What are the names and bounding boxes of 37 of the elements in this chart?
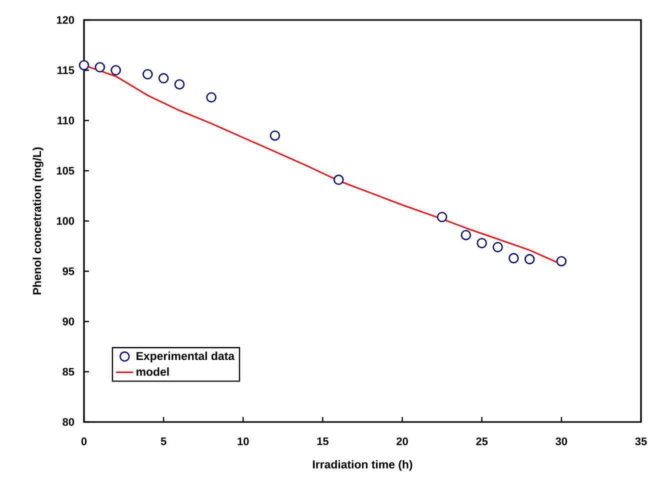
y-tick-label: 85 xyxy=(62,368,74,376)
point xyxy=(78,60,90,70)
x-tick-label: 35 xyxy=(635,437,647,446)
y-tick-label: 90 xyxy=(62,318,74,326)
y-tick-label: 100 xyxy=(56,217,74,225)
point xyxy=(508,253,519,264)
point xyxy=(110,65,121,76)
point xyxy=(492,242,503,252)
point xyxy=(556,256,567,266)
point xyxy=(436,212,448,222)
y-tick-label: 110 xyxy=(58,116,74,124)
y-axis-title: Phenol concetration (mg/L) xyxy=(32,147,44,294)
x-tick-label: 10 xyxy=(238,437,249,446)
y-tick-label: 80 xyxy=(62,418,74,426)
y-tick-label: 120 xyxy=(56,16,74,24)
y-tick-label: 105 xyxy=(56,166,74,175)
point xyxy=(333,174,344,185)
point xyxy=(524,254,535,264)
x-tick-label: 20 xyxy=(396,437,408,446)
x-tick-label: 5 xyxy=(160,437,166,446)
point xyxy=(270,130,280,141)
point xyxy=(142,69,153,80)
point xyxy=(460,230,472,240)
x-tick-label: 30 xyxy=(556,437,568,446)
point xyxy=(476,238,487,248)
legend-label: Experimental data xyxy=(136,352,235,362)
point xyxy=(158,73,169,84)
point xyxy=(174,79,185,90)
y-tick-label: 115 xyxy=(58,66,74,74)
legend-label: model xyxy=(136,367,169,376)
x-tick-label: 15 xyxy=(317,437,328,446)
x-tick-label: 25 xyxy=(476,437,488,446)
point xyxy=(94,62,106,72)
point xyxy=(206,92,216,103)
x-axis-title: Irradiation time (h) xyxy=(312,460,412,471)
x-tick-label: 0 xyxy=(81,437,87,446)
y-tick-label: 95 xyxy=(62,267,74,276)
